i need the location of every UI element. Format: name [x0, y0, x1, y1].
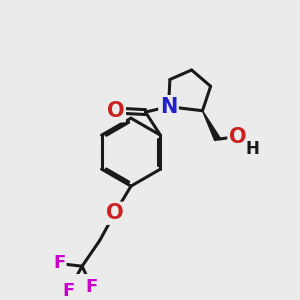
Text: O: O	[107, 101, 124, 121]
Text: O: O	[229, 127, 247, 146]
Text: O: O	[106, 203, 124, 223]
Text: F: F	[53, 254, 65, 272]
Text: N: N	[160, 97, 177, 117]
Text: F: F	[85, 278, 98, 296]
Text: H: H	[246, 140, 260, 158]
Text: F: F	[62, 282, 75, 300]
Polygon shape	[202, 111, 220, 141]
